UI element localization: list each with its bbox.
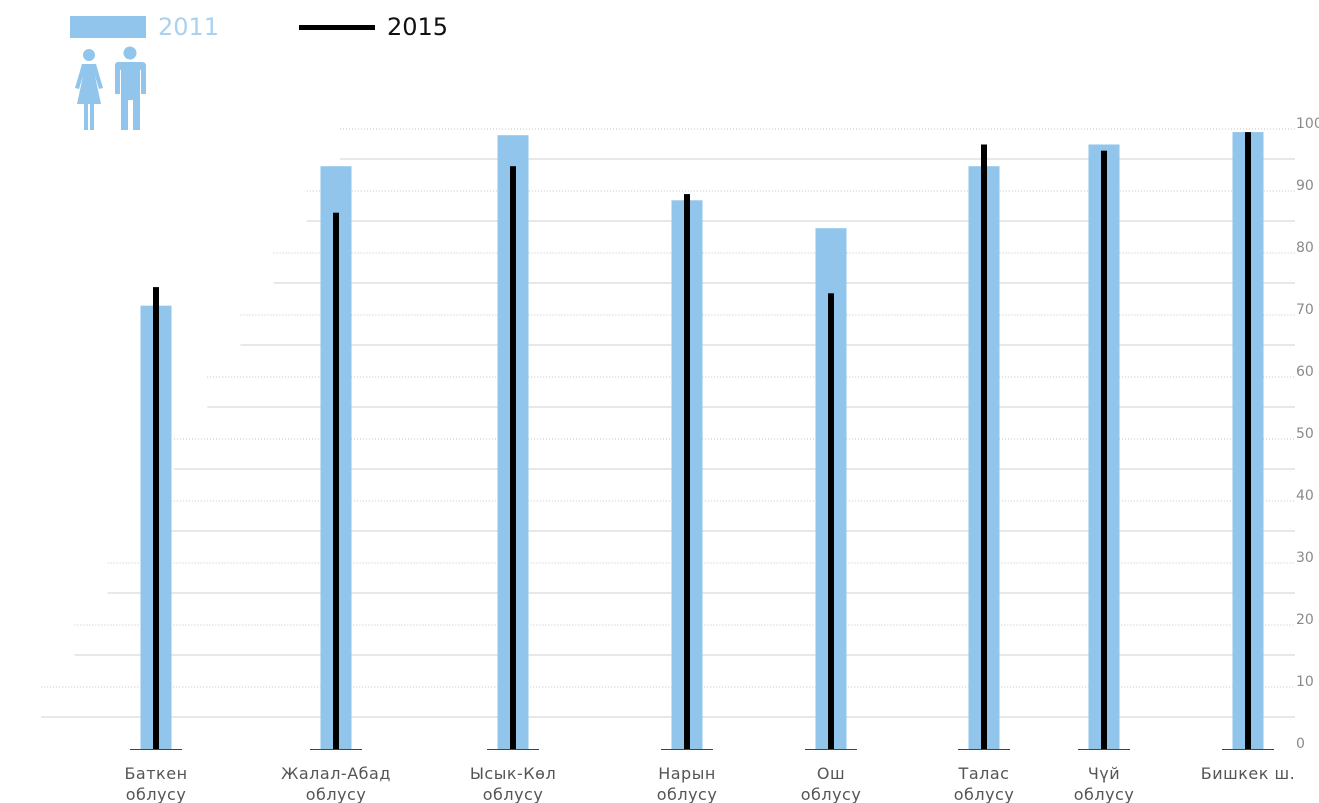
category-label-line2-2: облусу xyxy=(483,785,544,803)
y-tick-label-90: 90 xyxy=(1296,178,1314,194)
category-label-0: Баткен xyxy=(124,764,187,783)
category-label-line2-3: облусу xyxy=(657,785,718,803)
legend-label-2015: 2015 xyxy=(387,13,449,41)
y-tick-label-100: 100 xyxy=(1296,116,1319,132)
y-tick-label-70: 70 xyxy=(1296,302,1314,318)
category-label-5: Талас xyxy=(958,764,1010,783)
y-tick-label-40: 40 xyxy=(1296,488,1314,504)
line-2015-5 xyxy=(981,144,987,749)
line-2015-4 xyxy=(828,293,834,749)
category-label-line2-1: облусу xyxy=(306,785,367,803)
y-tick-label-60: 60 xyxy=(1296,364,1314,380)
line-2015-6 xyxy=(1101,150,1107,749)
category-label-1: Жалал-Абад xyxy=(281,764,391,783)
category-label-line2-0: облусу xyxy=(126,785,187,803)
y-tick-label-20: 20 xyxy=(1296,612,1314,628)
y-tick-label-80: 80 xyxy=(1296,240,1314,256)
category-label-line2-5: облусу xyxy=(954,785,1015,803)
line-2015-7 xyxy=(1245,132,1251,750)
line-2015-3 xyxy=(684,194,690,750)
category-label-2: Ысык-Көл xyxy=(470,764,556,783)
legend-item-2011: 2011 xyxy=(70,12,219,42)
category-label-3: Нарын xyxy=(658,764,716,783)
category-label-line2-4: облусу xyxy=(801,785,862,803)
line-2015-1 xyxy=(333,212,339,749)
category-label-line2-6: облусу xyxy=(1074,785,1135,803)
category-label-6: Чүй xyxy=(1088,764,1120,783)
y-tick-label-50: 50 xyxy=(1296,426,1314,442)
category-label-7: Бишкек ш. xyxy=(1201,764,1296,783)
y-tick-label-10: 10 xyxy=(1296,674,1314,690)
legend-label-2011: 2011 xyxy=(158,13,220,41)
legend-swatch-2015 xyxy=(299,24,375,30)
y-tick-label-30: 30 xyxy=(1296,550,1314,566)
legend-swatch-2011 xyxy=(70,16,146,38)
line-2015-0 xyxy=(153,287,159,749)
line-2015-2 xyxy=(510,166,516,749)
y-tick-label-0: 0 xyxy=(1296,736,1305,752)
legend-item-2015: 2015 xyxy=(299,12,448,42)
category-label-4: Ош xyxy=(817,764,845,783)
woman-man-icon xyxy=(75,46,146,130)
